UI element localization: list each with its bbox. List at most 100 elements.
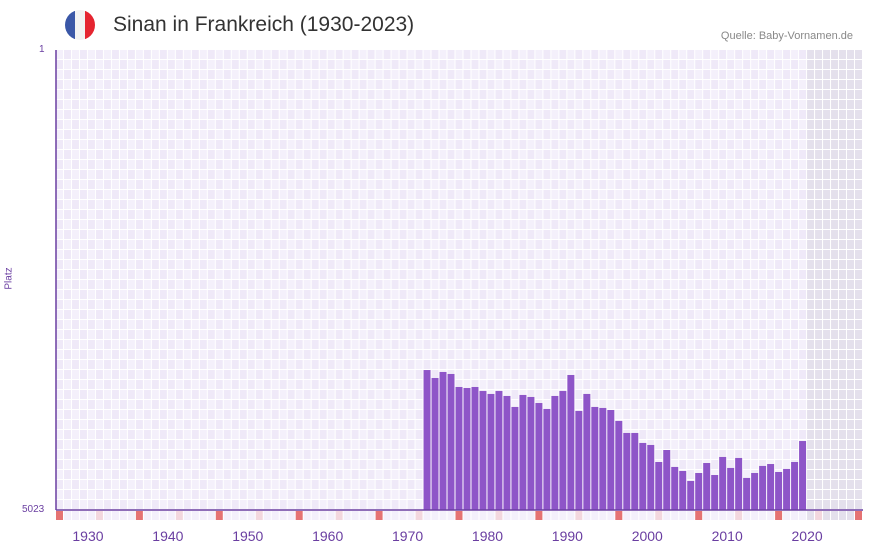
grid-cell: [567, 300, 575, 309]
grid-cell: [703, 160, 711, 169]
bar-1974: [423, 370, 431, 510]
grid-cell: [391, 210, 399, 219]
grid-cell: [215, 480, 223, 489]
grid-cell: [639, 410, 647, 419]
grid-cell: [303, 260, 311, 269]
grid-cell: [127, 190, 135, 199]
grid-cell: [607, 140, 615, 149]
grid-cell: [495, 50, 503, 59]
grid-cell: [599, 120, 607, 129]
grid-cell: [463, 200, 471, 209]
bar-2015: [751, 472, 759, 510]
grid-cell: [151, 430, 159, 439]
grid-cell: [535, 90, 543, 99]
grid-cell: [279, 260, 287, 269]
grid-cell: [815, 170, 823, 179]
grid-cell: [167, 140, 175, 149]
grid-cell: [319, 440, 327, 449]
grid-cell: [855, 150, 862, 159]
grid-cell: [679, 330, 687, 339]
grid-cell: [391, 140, 399, 149]
grid-cell: [759, 130, 767, 139]
grid-cell: [319, 170, 327, 179]
grid-cell: [375, 120, 383, 129]
grid-cell: [56, 310, 63, 319]
grid-cell: [383, 440, 391, 449]
grid-cell: [687, 210, 695, 219]
grid-cell: [167, 210, 175, 219]
grid-cell: [735, 300, 743, 309]
grid-cell: [319, 490, 327, 499]
grid-cell: [71, 410, 79, 419]
grid-cell: [463, 370, 471, 379]
grid-cell: [831, 350, 839, 359]
grid-cell: [543, 310, 551, 319]
grid-cell: [367, 330, 375, 339]
grid-cell: [751, 310, 759, 319]
grid-cell: [295, 130, 303, 139]
grid-cell: [159, 130, 167, 139]
grid-cell: [487, 100, 495, 109]
grid-cell: [391, 370, 399, 379]
grid-cell: [135, 270, 143, 279]
grid-cell: [247, 440, 255, 449]
grid-cell: [767, 450, 775, 459]
grid-cell: [247, 210, 255, 219]
grid-cell: [199, 310, 207, 319]
grid-cell: [359, 360, 367, 369]
grid-cell: [175, 500, 183, 509]
grid-cell: [71, 310, 79, 319]
grid-cell: [743, 290, 751, 299]
grid-cell: [767, 120, 775, 129]
grid-cell: [191, 170, 199, 179]
grid-cell: [87, 250, 95, 259]
grid-cell: [439, 200, 447, 209]
grid-cell: [415, 100, 423, 109]
grid-cell: [215, 250, 223, 259]
grid-cell: [303, 150, 311, 159]
grid-cell: [239, 460, 247, 469]
grid-cell: [247, 370, 255, 379]
grid-cell: [783, 250, 791, 259]
grid-cell: [63, 260, 71, 269]
grid-cell: [687, 420, 695, 429]
grid-cell: [223, 170, 231, 179]
grid-cell: [399, 270, 407, 279]
grid-cell: [327, 120, 335, 129]
grid-cell: [103, 360, 111, 369]
grid-cell: [639, 200, 647, 209]
grid-cell: [543, 360, 551, 369]
grid-cell: [119, 50, 127, 59]
grid-cell: [855, 90, 862, 99]
grid-cell: [247, 60, 255, 69]
grid-cell: [559, 60, 567, 69]
grid-cell: [359, 70, 367, 79]
grid-cell: [663, 220, 671, 229]
grid-cell: [735, 370, 743, 379]
grid-cell: [239, 340, 247, 349]
grid-cell: [559, 250, 567, 259]
grid-cell: [135, 280, 143, 289]
grid-cell: [56, 90, 63, 99]
grid-cell: [175, 220, 183, 229]
grid-cell: [399, 330, 407, 339]
grid-cell: [711, 170, 719, 179]
grid-cell: [239, 390, 247, 399]
grid-cell: [375, 80, 383, 89]
grid-cell: [847, 300, 855, 309]
grid-cell: [631, 270, 639, 279]
grid-cell: [183, 150, 191, 159]
grid-cell: [487, 50, 495, 59]
grid-cell: [783, 170, 791, 179]
grid-cell: [199, 160, 207, 169]
grid-cell: [775, 120, 783, 129]
grid-cell: [727, 150, 735, 159]
grid-cell: [799, 400, 807, 409]
year-marker: [295, 511, 303, 520]
grid-cell: [247, 500, 255, 509]
grid-cell: [575, 310, 583, 319]
grid-cell: [335, 240, 343, 249]
grid-cell: [783, 330, 791, 339]
grid-cell: [303, 480, 311, 489]
grid-cell: [711, 80, 719, 89]
